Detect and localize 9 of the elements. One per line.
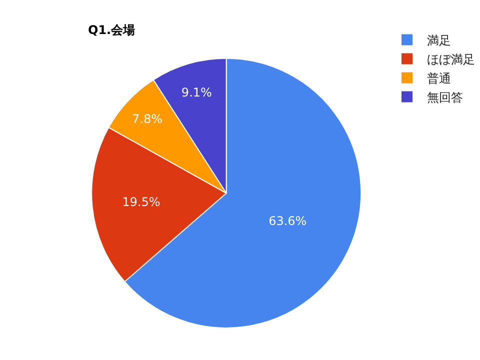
- data-label: 9.1%: [181, 85, 212, 100]
- legend-label: 普通: [427, 71, 451, 86]
- chart-title: Q1.会場: [88, 23, 136, 38]
- legend-label: 満足: [427, 33, 451, 48]
- legend-label: 無回答: [427, 90, 463, 104]
- data-label: 63.6%: [268, 214, 307, 228]
- data-label: 19.5%: [122, 194, 160, 209]
- legend-label: ほぼ満足: [427, 52, 475, 66]
- data-label: 7.8%: [132, 112, 163, 126]
